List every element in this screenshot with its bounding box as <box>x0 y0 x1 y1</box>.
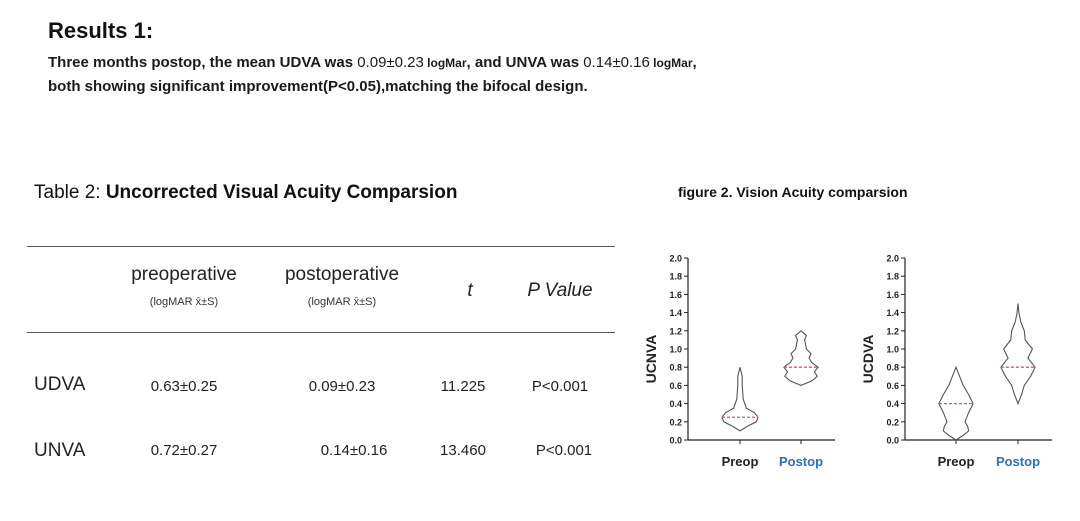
chart1-y-tick-label: 0.4 <box>669 399 682 409</box>
chart1-y-tick-label: 0.0 <box>669 436 682 446</box>
row-udva-t: 11.225 <box>440 378 486 395</box>
chart1-y-tick-label: 1.4 <box>669 308 682 318</box>
table-header-rule <box>27 332 615 333</box>
row-udva-p: P<0.001 <box>531 378 589 395</box>
table-caption-title: Uncorrected Visual Acuity Comparsion <box>105 182 458 203</box>
chart1-x-tick-label: Postop <box>779 454 823 469</box>
table-caption-prefix: Table 2: <box>34 182 106 203</box>
row-udva-label: UDVA <box>34 374 86 395</box>
results-text-a: Three months postop, the mean UDVA was <box>48 54 358 71</box>
chart1-y-tick-label: 0.8 <box>669 363 682 373</box>
table-top-rule <box>27 246 615 247</box>
chart1-y-tick-label: 2.0 <box>669 254 682 264</box>
udva-mean-value: 0.09±0.23 <box>357 54 424 71</box>
results-line-2: both showing significant improvement(P<0… <box>48 78 588 95</box>
results-heading: Results 1: <box>48 18 154 43</box>
chart2-y-tick-label: 1.2 <box>886 326 899 336</box>
row-unva-label: UNVA <box>34 440 86 461</box>
chart2-y-tick-label: 0.8 <box>886 363 899 373</box>
chart1-y-tick-label: 0.6 <box>669 381 682 391</box>
chart2-x-tick-label: Postop <box>996 454 1040 469</box>
chart1-x-tick-label: Preop <box>722 454 759 469</box>
unva-unit: logMar <box>649 56 693 70</box>
results-line-1: Three months postop, the mean UDVA was 0… <box>48 54 697 71</box>
chart2-y-tick-label: 2.0 <box>886 254 899 264</box>
chart2-y-tick-label: 1.8 <box>886 272 899 282</box>
chart1-y-tick-label: 1.2 <box>669 326 682 336</box>
figure-caption: figure 2. Vision Acuity comparsion <box>678 184 908 200</box>
row-udva-post: 0.09±0.23 <box>308 378 376 395</box>
results-text-b: , and UNVA was <box>466 54 584 71</box>
chart1-violin-preop <box>721 367 759 432</box>
chart1-y-tick-label: 1.0 <box>669 345 682 355</box>
chart2-y-tick-label: 0.0 <box>886 436 899 446</box>
chart2-y-tick-label: 1.0 <box>886 345 899 355</box>
header-postoperative-unit: (logMAR x̄±S) <box>307 296 377 308</box>
row-unva-post: 0.14±0.16 <box>320 442 388 459</box>
chart2-y-tick-label: 0.6 <box>886 381 899 391</box>
chart2-y-tick-label: 1.6 <box>886 290 899 300</box>
unva-mean-value: 0.14±0.16 <box>583 54 650 71</box>
chart2-y-axis-label: UCDVA <box>860 335 876 384</box>
row-unva-pre: 0.72±0.27 <box>150 442 218 459</box>
chart2-y-tick-label: 0.4 <box>886 399 899 409</box>
chart1-violin-postop <box>783 330 819 386</box>
row-udva-pre: 0.63±0.25 <box>150 378 218 395</box>
udva-unit: logMar <box>423 56 467 70</box>
chart2-violin-preop <box>938 365 974 441</box>
table-caption: Table 2: Uncorrected Visual Acuity Compa… <box>34 182 457 204</box>
row-unva-p: P<0.001 <box>535 442 593 459</box>
header-t: t <box>467 280 473 301</box>
header-preoperative: preoperative <box>131 264 237 285</box>
chart1-y-tick-label: 1.6 <box>669 290 682 300</box>
chart2-x-tick-label: Preop <box>938 454 975 469</box>
row-unva-t: 13.460 <box>440 442 486 459</box>
chart2-y-tick-label: 0.2 <box>886 417 899 427</box>
header-p-value: P Value <box>527 280 593 301</box>
chart1-y-tick-label: 0.2 <box>669 417 682 427</box>
chart2-y-tick-label: 1.4 <box>886 308 899 318</box>
header-preoperative-unit: (logMAR x̄±S) <box>149 296 219 308</box>
results-text-c: , <box>692 54 697 71</box>
chart1-y-axis-label: UCNVA <box>643 335 659 384</box>
header-postoperative: postoperative <box>284 264 400 285</box>
chart2-violin-postop <box>1000 303 1036 406</box>
chart1-y-tick-label: 1.8 <box>669 272 682 282</box>
